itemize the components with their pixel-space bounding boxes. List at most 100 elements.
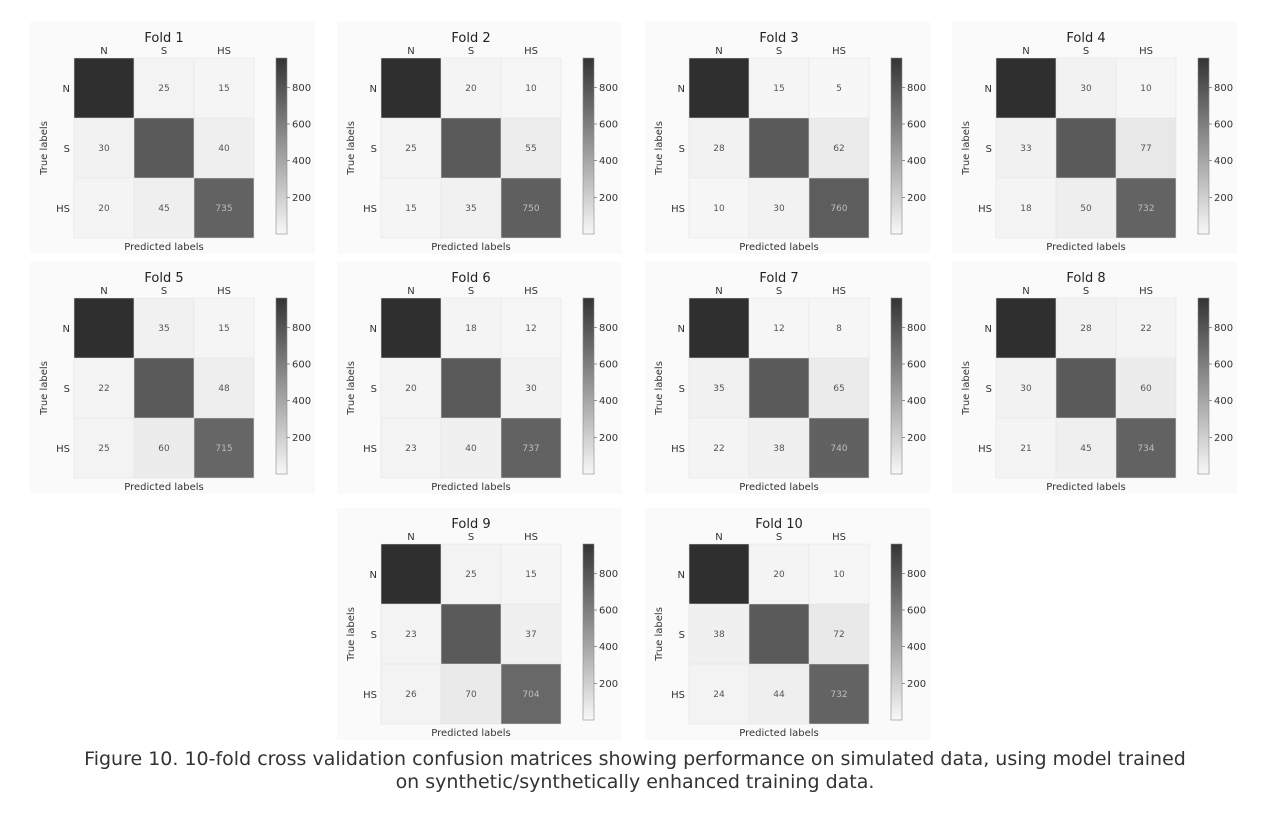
colorbar-tick-label: 200 [292, 193, 311, 204]
row-tick-label: S [371, 144, 377, 155]
chart-title: Fold 8 [1066, 271, 1105, 286]
matrix-cell [749, 298, 809, 358]
matrix-cell [809, 358, 869, 418]
cell-value-label: 60 [158, 444, 170, 454]
colorbar-tick-label: 400 [907, 156, 926, 167]
matrix-cell [1116, 178, 1176, 238]
row-tick-label: S [64, 384, 70, 395]
matrix-cell [501, 544, 561, 604]
cell-value-label: 15 [773, 84, 784, 94]
row-tick-label: S [679, 384, 685, 395]
cell-value-label: 44 [773, 690, 785, 700]
colorbar-tick-label: 800 [292, 323, 311, 334]
column-tick-label: S [776, 46, 782, 57]
chart-title: Fold 3 [759, 31, 798, 46]
matrix-cell [689, 118, 749, 178]
matrix-cell [689, 178, 749, 238]
cell-value-label: 18 [465, 324, 477, 334]
y-axis-label: True labels [654, 121, 665, 176]
cell-value-label: 48 [218, 384, 230, 394]
colorbar-tick-label: 800 [907, 569, 926, 580]
row-tick-label: HS [363, 444, 377, 455]
row-tick-label: N [678, 324, 685, 335]
cell-value-label: 732 [830, 690, 847, 700]
cell-value-label: 35 [465, 204, 476, 214]
cell-value-label: 50 [1080, 204, 1092, 214]
chart-title: Fold 10 [755, 517, 803, 532]
cell-value-label: 25 [465, 570, 476, 580]
matrix-cell [501, 418, 561, 478]
cell-value-label: 760 [830, 204, 847, 214]
y-axis-label: True labels [961, 361, 972, 416]
row-tick-label: HS [978, 204, 992, 215]
row-tick-label: S [679, 630, 685, 641]
colorbar-tick-label: 400 [599, 156, 618, 167]
row-tick-label: HS [671, 204, 685, 215]
colorbar-tick-label: 200 [599, 193, 618, 204]
column-tick-label: HS [524, 532, 538, 543]
cell-value-label: 65 [833, 384, 844, 394]
chart-title: Fold 1 [144, 31, 183, 46]
matrix-cell [194, 298, 254, 358]
cell-value-label: 45 [1080, 444, 1091, 454]
colorbar-tick-label: 200 [292, 433, 311, 444]
cell-value-label: 23 [405, 630, 416, 640]
cell-value-label: 30 [525, 384, 537, 394]
column-tick-label: N [407, 46, 414, 57]
matrix-cell [1056, 418, 1116, 478]
colorbar-tick-label: 200 [599, 679, 618, 690]
cell-value-label: 15 [218, 84, 229, 94]
colorbar-tick-label: 600 [599, 360, 618, 371]
x-axis-label: Predicted labels [1046, 482, 1126, 493]
matrix-cell [441, 178, 501, 238]
x-axis-label: Predicted labels [431, 242, 511, 253]
matrix-cell [1116, 298, 1176, 358]
cell-value-label: 10 [1140, 84, 1152, 94]
colorbar-tick-label: 600 [1214, 360, 1233, 371]
colorbar-tick-label: 200 [1214, 193, 1233, 204]
colorbar-tick-label: 400 [1214, 156, 1233, 167]
colorbar [890, 297, 903, 475]
cell-value-label: 30 [1080, 84, 1092, 94]
colorbar-tick-label: 800 [292, 83, 311, 94]
matrix-cell [1056, 58, 1116, 118]
colorbar-tick-label: 600 [292, 360, 311, 371]
cell-value-label: 24 [713, 690, 725, 700]
colorbar-tick-label: 800 [599, 569, 618, 580]
matrix-cell [809, 604, 869, 664]
column-tick-label: HS [217, 286, 231, 297]
colorbar-tick-label: 200 [907, 433, 926, 444]
colorbar-tick-label: 400 [292, 396, 311, 407]
x-axis-label: Predicted labels [739, 728, 819, 739]
colorbar-tick-label: 400 [907, 642, 926, 653]
colorbar [1197, 57, 1210, 235]
colorbar [1197, 297, 1210, 475]
chart-title: Fold 9 [451, 517, 490, 532]
cell-value-label: 10 [713, 204, 725, 214]
confusion-matrix-fold-1: Fold 1 N S HS N S HS 25 15 30 40 20 45 735 Predicted l… [30, 22, 315, 254]
cell-value-label: 10 [833, 570, 845, 580]
cell-value-label: 40 [218, 144, 230, 154]
matrix-cell [809, 544, 869, 604]
column-tick-label: N [407, 532, 414, 543]
x-axis-label: Predicted labels [1046, 242, 1126, 253]
colorbar-tick-label: 600 [292, 120, 311, 131]
matrix-cell [996, 58, 1056, 118]
cell-value-label: 15 [405, 204, 416, 214]
matrix-cell [134, 358, 194, 418]
chart-title: Fold 5 [144, 271, 183, 286]
matrix-cell [749, 358, 809, 418]
matrix-cell [749, 58, 809, 118]
colorbar [582, 543, 595, 721]
column-tick-label: N [100, 46, 107, 57]
matrix-cell [689, 358, 749, 418]
cell-value-label: 735 [215, 204, 232, 214]
colorbar-tick-label: 800 [907, 323, 926, 334]
row-tick-label: S [64, 144, 70, 155]
matrix-cell [501, 298, 561, 358]
matrix-cell [996, 178, 1056, 238]
matrix-cell [809, 58, 869, 118]
column-tick-label: HS [1139, 286, 1153, 297]
row-tick-label: S [986, 384, 992, 395]
matrix-cell [996, 298, 1056, 358]
